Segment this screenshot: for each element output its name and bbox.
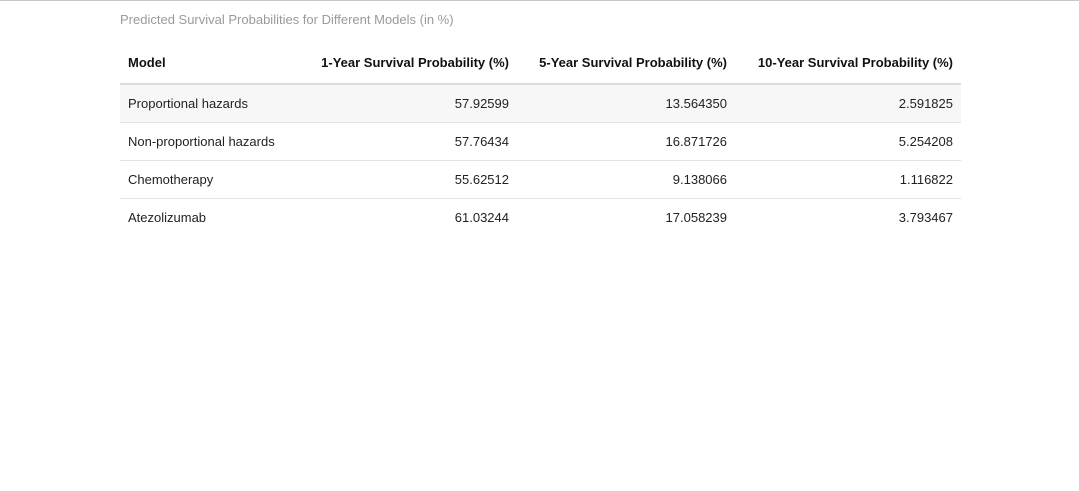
one-year-cell: 57.92599 — [299, 84, 517, 123]
ten-year-cell: 2.591825 — [735, 84, 961, 123]
ten-year-cell: 5.254208 — [735, 122, 961, 161]
one-year-cell: 61.03244 — [454, 209, 509, 225]
header-model: Model — [120, 42, 299, 85]
five-year-cell: 9.138066 — [517, 160, 735, 199]
header-row: Model 1-Year Survival Probability (%) 5-… — [120, 42, 961, 85]
table-row: Proportional hazards 57.92599 13.564350 … — [120, 84, 961, 123]
five-year-cell: 16.871726 — [517, 122, 735, 161]
table-row: Chemotherapy 55.62512 9.138066 1.116822 — [120, 160, 961, 199]
ten-year-cell: 1.116822 — [735, 160, 961, 199]
model-name-cell: Non-proportional hazards — [120, 122, 299, 161]
survival-table-container: Predicted Survival Probabilities for Dif… — [120, 10, 961, 236]
survival-probability-table: Model 1-Year Survival Probability (%) 5-… — [120, 42, 961, 236]
top-divider — [0, 0, 1079, 1]
model-name-cell: Chemotherapy — [120, 160, 299, 199]
five-year-cell: 13.564350 — [517, 84, 735, 123]
header-5-year: 5-Year Survival Probability (%) — [517, 42, 735, 85]
header-1-year: 1-Year Survival Probability (%) — [299, 42, 517, 85]
table-row: Non-proportional hazards 57.76434 16.871… — [120, 122, 961, 161]
model-name-cell: Proportional hazards — [120, 84, 299, 123]
one-year-cell: 55.62512 — [299, 160, 517, 199]
table-row: Atezolizumab 61.03244 17.058239 3.793467 — [120, 198, 961, 236]
table-header: Model 1-Year Survival Probability (%) 5-… — [120, 42, 961, 85]
model-name-cell: Atezolizumab — [128, 209, 207, 225]
ten-year-cell: 3.793467 — [898, 209, 953, 225]
five-year-cell: 17.058239 — [665, 209, 727, 225]
header-10-year: 10-Year Survival Probability (%) — [735, 42, 961, 85]
table-body: Proportional hazards 57.92599 13.564350 … — [120, 84, 961, 236]
one-year-cell: 57.76434 — [299, 122, 517, 161]
table-caption: Predicted Survival Probabilities for Dif… — [120, 12, 454, 27]
